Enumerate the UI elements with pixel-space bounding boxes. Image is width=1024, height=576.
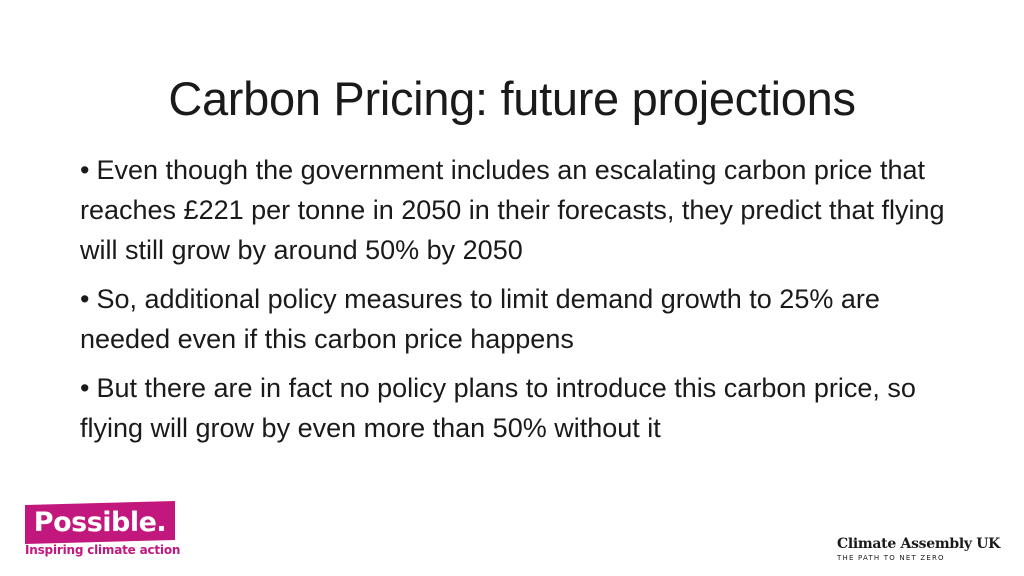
climate-assembly-tagline: THE PATH TO NET ZERO (837, 554, 945, 562)
bullet-item: • Even though the government includes an … (80, 150, 960, 270)
possible-logo-name: Possible. (33, 507, 167, 538)
bullet-item: • So, additional policy measures to limit… (80, 279, 960, 359)
possible-logo: Possible. Inspiring climate action (25, 501, 180, 563)
bullet-text: So, additional policy measures to limit … (80, 284, 880, 354)
slide-title: Carbon Pricing: future projections (168, 72, 856, 126)
bullet-icon: • (80, 155, 90, 185)
possible-logo-tagline: Inspiring climate action (25, 543, 181, 557)
bullet-text: But there are in fact no policy plans to… (80, 373, 916, 443)
bullet-item: • But there are in fact no policy plans t… (80, 368, 960, 448)
bullet-list: • Even though the government includes an … (80, 150, 960, 457)
bullet-icon: • (80, 373, 90, 403)
bullet-icon: • (80, 284, 90, 314)
climate-assembly-name: Climate Assembly UK (837, 536, 1001, 552)
climate-assembly-logo: Climate Assembly UK THE PATH TO NET ZERO (837, 536, 1001, 562)
bullet-text: Even though the government includes an e… (80, 155, 945, 265)
